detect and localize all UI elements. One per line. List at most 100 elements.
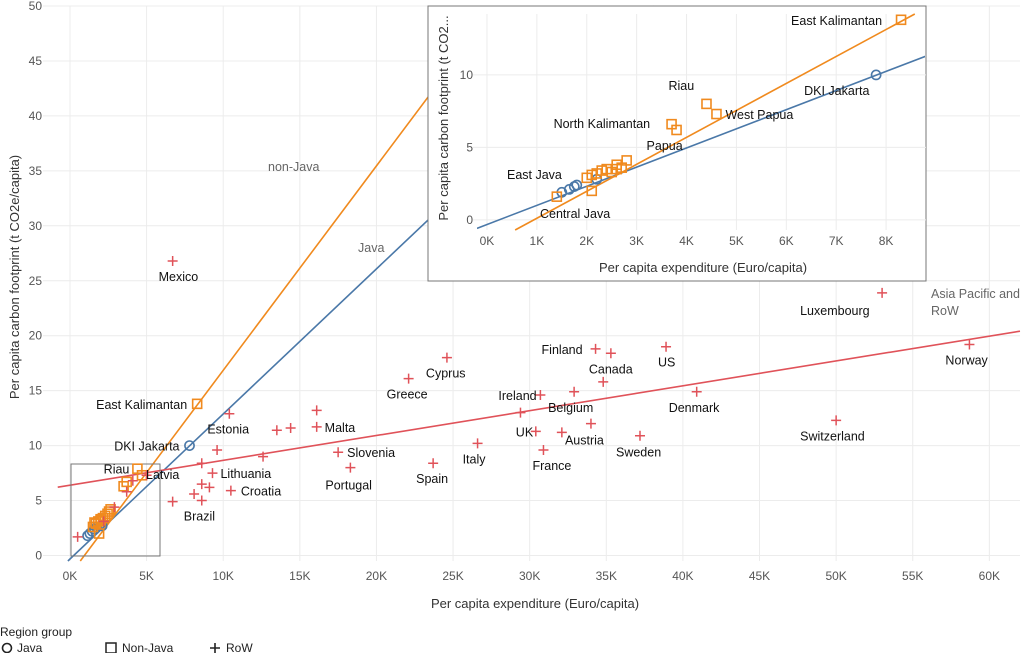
inset-point-non-java — [586, 185, 598, 197]
inset-point-non-java-east-kalimantan — [895, 14, 907, 26]
inset-gridlines — [473, 14, 926, 230]
main-label-malta: Malta — [325, 421, 356, 435]
inset-point-labels: DKI Jakarta North Kalimantan Papua Riau West… — [554, 14, 883, 153]
main-point-row-norway — [964, 339, 975, 350]
main-label-lithuania: Lithuania — [220, 467, 271, 481]
fit-line-label-row: Asia Pacific and RoW — [931, 287, 1023, 318]
y-axis-title: Per capita carbon footprint (t CO2e/capi… — [7, 155, 22, 399]
inset-x-tick-label: 1K — [530, 234, 545, 248]
main-point-row — [598, 376, 609, 387]
main-point-row-brazil — [196, 495, 207, 506]
main-point-row-austria — [585, 418, 596, 429]
main-y-tick-label: 45 — [29, 54, 43, 68]
main-x-tick-label: 25K — [442, 569, 463, 583]
main-label-france: France — [532, 459, 571, 473]
inset-point-non-java — [551, 191, 563, 202]
main-label-estonia: Estonia — [207, 423, 249, 437]
main-point-row-finland — [590, 343, 601, 354]
main-x-tick-label: 0K — [63, 569, 78, 583]
inset-tick-labels: 0K 1K 2K 3K 4K 5K 6K 7K 8K 0 5 10 — [460, 68, 894, 248]
main-y-tick-label: 40 — [29, 109, 43, 123]
main-point-row-portugal — [345, 462, 356, 473]
legend-java-label: Java — [17, 641, 43, 653]
main-label-italy: Italy — [463, 452, 487, 466]
inset-y-axis-title: Per capita carbon footprint (t CO2... — [436, 15, 451, 220]
main-point-row — [285, 423, 296, 434]
main-point-java-dki-jakarta — [184, 440, 195, 452]
main-point-row — [72, 531, 83, 542]
main-label-us: US — [658, 356, 675, 370]
legend-non-java-label: Non-Java — [122, 641, 174, 653]
main-fit-line-non-java — [79, 5, 497, 562]
main-label-brazil: Brazil — [184, 510, 215, 524]
main-point-row-uk — [530, 426, 541, 437]
main-label-finland: Finland — [542, 343, 583, 357]
main-point-non-java-east-kalimantan — [191, 398, 203, 410]
legend-row-label: RoW — [226, 641, 253, 653]
main-label-cyprus: Cyprus — [426, 367, 466, 381]
main-x-tick-label: 50K — [825, 569, 846, 583]
main-x-tick-label: 30K — [519, 569, 540, 583]
main-point-row-switzerland — [831, 415, 842, 426]
inset-point-non-java — [611, 163, 622, 175]
inset-y-tick-label: 5 — [466, 140, 473, 154]
legend-row-icon — [210, 643, 220, 653]
main-label-uk: UK — [516, 425, 534, 439]
main-label-croatia: Croatia — [241, 485, 281, 499]
main-x-tick-label: 35K — [596, 569, 617, 583]
fit-line-label-non-java: non-Java — [268, 160, 319, 174]
main-point-row-slovenia — [333, 447, 344, 458]
main-y-tick-label: 15 — [29, 384, 43, 398]
main-point-row-spain — [428, 458, 439, 469]
main-label-dki-jakarta: DKI Jakarta — [114, 440, 179, 454]
main-point-non-java — [89, 517, 100, 528]
main-tick-labels: 0K 5K 10K 15K 20K 25K 30K 35K 40K 45K 50K 55K 60K051… — [29, 0, 1000, 583]
main-label-switzerland: Switzerland — [800, 429, 865, 443]
main-point-non-java — [121, 476, 132, 488]
inset-x-tick-label: 2K — [579, 234, 594, 248]
inset-x-tick-label: 5K — [729, 234, 744, 248]
inset-label-papua: Papua — [647, 139, 683, 153]
inset-y-tick-label: 0 — [466, 213, 473, 227]
main-points — [72, 255, 975, 542]
inset-point-non-java-papua — [671, 124, 682, 136]
main-fit-line-row — [57, 330, 1021, 488]
main-point-non-java — [103, 506, 115, 517]
main-point-row — [515, 407, 526, 418]
inset-x-tick-label: 4K — [679, 234, 694, 248]
legend-java-icon — [1, 642, 13, 653]
main-x-tick-label: 40K — [672, 569, 693, 583]
main-point-row — [167, 496, 178, 507]
main-point-row-luxembourg — [877, 287, 888, 298]
main-point-row-belgium — [569, 386, 580, 397]
inset-label-north-kalimantan: North Kalimantan — [554, 117, 651, 131]
inset-x-tick-label: 0K — [480, 234, 495, 248]
main-point-row-france — [538, 445, 549, 455]
main-label-greece: Greece — [387, 388, 428, 402]
main-point-non-java — [95, 515, 106, 526]
main-label-luxembourg: Luxembourg — [800, 304, 870, 318]
label-east-java: East Java — [507, 168, 562, 182]
main-point-row — [196, 479, 207, 490]
main-point-row — [196, 458, 207, 469]
main-label-denmark: Denmark — [669, 401, 720, 415]
main-point-row-canada — [605, 348, 616, 359]
main-point-row-sweden — [634, 430, 645, 441]
main-x-tick-label: 15K — [289, 569, 310, 583]
main-x-tick-label: 5K — [139, 569, 154, 583]
inset-x-tick-label: 7K — [829, 234, 844, 248]
label-central-java: Central Java — [540, 207, 610, 221]
main-x-tick-label: 45K — [749, 569, 770, 583]
legend-title: Region group — [0, 625, 72, 639]
main-label-riau: Riau — [104, 463, 130, 477]
inset-label-dki-jakarta: DKI Jakarta — [804, 84, 869, 98]
main-x-tick-label: 60K — [979, 569, 1000, 583]
fit-line-label-java: Java — [358, 241, 384, 255]
main-label-austria: Austria — [565, 434, 604, 448]
inset-x-tick-label: 6K — [779, 234, 794, 248]
main-point-row — [204, 482, 215, 493]
main-point-row — [258, 451, 269, 462]
main-point-row — [556, 427, 567, 438]
main-y-tick-label: 10 — [29, 439, 43, 453]
